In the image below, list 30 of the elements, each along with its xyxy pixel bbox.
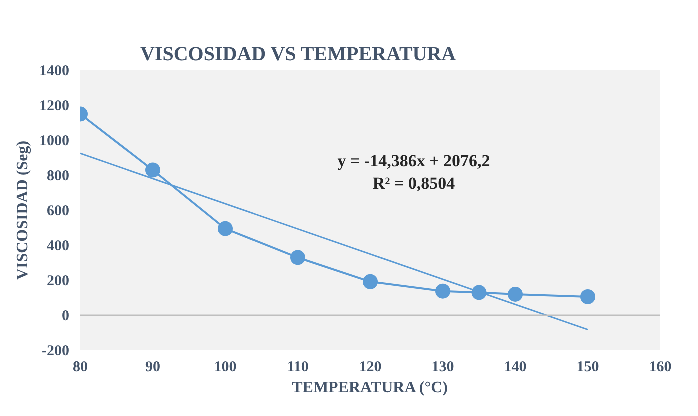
x-tick-label: 90 [146,360,160,376]
point [146,162,160,178]
point [508,287,523,302]
y-tick-label: 1200 [40,98,70,114]
chart-title: VISCOSIDAD VS TEMPERATURA [140,44,457,66]
x-axis-title: TEMPERATURA (°C) [292,380,448,396]
x-tick-label: 100 [214,360,237,376]
point [580,289,596,304]
point [436,284,450,299]
x-tick-label: 110 [287,360,309,376]
x-tick-label: 130 [432,360,454,376]
x-tick-label: 160 [649,360,672,376]
y-tick-label: -200 [42,344,70,360]
x-tick-label: 150 [576,360,600,376]
y-tick-label: 600 [47,204,70,220]
x-tick-label: 140 [504,360,527,376]
annotation: y = -14,386x + 2076,2 [338,151,490,170]
y-tick-label: 1000 [40,134,70,150]
y-tick-label: 0 [62,308,70,324]
y-tick-label: 200 [47,274,70,290]
point [290,250,306,266]
y-tick-label: 800 [47,168,70,184]
x-tick-label: 80 [73,360,88,376]
y-tick-label: 1400 [40,64,70,80]
point [363,274,378,290]
point [218,221,233,236]
annotation: R² = 0,8504 [372,174,456,193]
y-tick-label: 400 [47,238,70,254]
y-axis-title: VISCOSIDAD (Seg) [14,140,32,280]
x-tick-label: 120 [359,360,382,376]
